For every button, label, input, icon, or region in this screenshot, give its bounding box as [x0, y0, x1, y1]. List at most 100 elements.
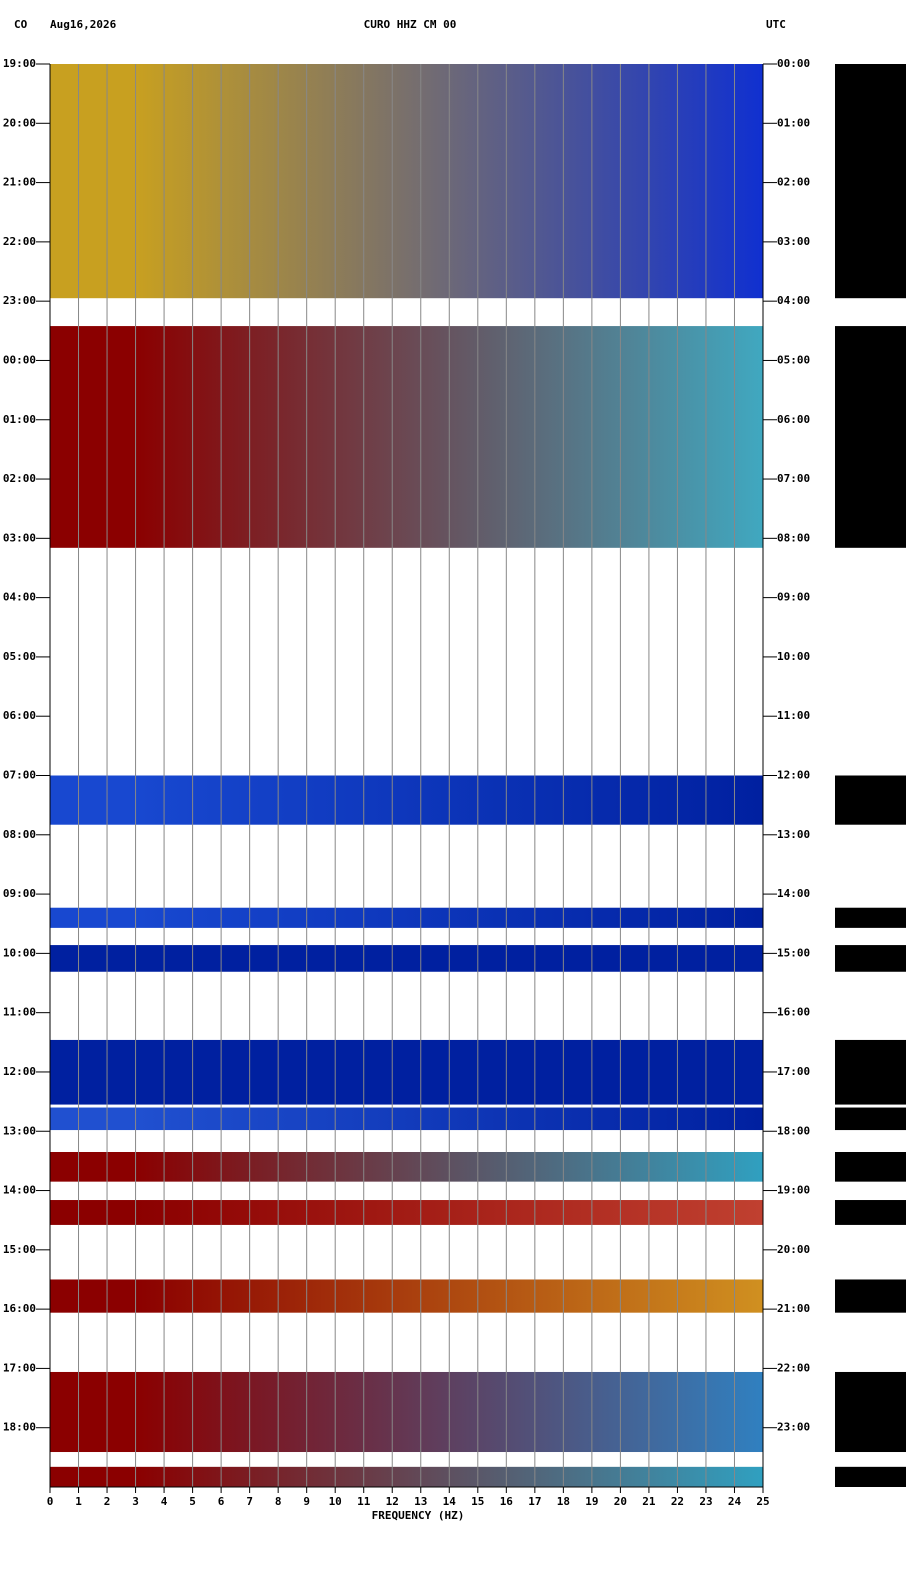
- timezone-label: UTC: [766, 18, 786, 31]
- y-tick-label: 18:00: [3, 1421, 36, 1434]
- y-tick-label: 16:00: [3, 1302, 36, 1315]
- y-tick-label: 11:00: [3, 1006, 36, 1019]
- y2-tick-label: 22:00: [777, 1361, 810, 1374]
- spectrogram-segment: [50, 64, 763, 299]
- x-tick-label: 14: [443, 1495, 457, 1508]
- x-axis-label: FREQUENCY (HZ): [372, 1509, 465, 1522]
- spectrogram-segment: [50, 945, 763, 972]
- x-tick-label: 7: [246, 1495, 253, 1508]
- x-tick-label: 23: [699, 1495, 712, 1508]
- x-tick-label: 4: [161, 1495, 168, 1508]
- y2-tick-label: 21:00: [777, 1302, 810, 1315]
- y-tick-label: 17:00: [3, 1361, 36, 1374]
- y-tick-label: 15:00: [3, 1243, 36, 1256]
- y2-tick-label: 10:00: [777, 650, 810, 663]
- y2-tick-label: 17:00: [777, 1065, 810, 1078]
- y2-tick-label: 08:00: [777, 531, 810, 544]
- trace-segment: [835, 907, 906, 928]
- station-code: CO: [14, 18, 28, 31]
- x-tick-label: 9: [303, 1495, 310, 1508]
- y2-tick-label: 01:00: [777, 116, 810, 129]
- x-tick-label: 18: [557, 1495, 570, 1508]
- y-tick-label: 04:00: [3, 591, 36, 604]
- y-tick-label: 13:00: [3, 1124, 36, 1137]
- spectrogram-segment: [50, 326, 763, 548]
- trace-segment: [835, 64, 906, 299]
- x-tick-label: 11: [357, 1495, 371, 1508]
- x-tick-label: 20: [614, 1495, 627, 1508]
- x-tick-label: 12: [386, 1495, 399, 1508]
- y-tick-label: 21:00: [3, 176, 36, 189]
- y-tick-label: 08:00: [3, 828, 36, 841]
- y-tick-label: 01:00: [3, 413, 36, 426]
- x-tick-label: 8: [275, 1495, 282, 1508]
- y2-tick-label: 13:00: [777, 828, 810, 841]
- y-tick-label: 02:00: [3, 472, 36, 485]
- y-tick-label: 19:00: [3, 57, 36, 70]
- x-tick-label: 6: [218, 1495, 225, 1508]
- spectrogram-segment: [50, 1279, 763, 1313]
- y2-tick-label: 06:00: [777, 413, 810, 426]
- trace-segment: [835, 775, 906, 825]
- trace-segment: [835, 945, 906, 972]
- trace-segment: [835, 1279, 906, 1313]
- date: Aug16,2026: [50, 18, 117, 31]
- spectrogram-segment: [50, 1152, 763, 1182]
- x-tick-label: 22: [671, 1495, 684, 1508]
- y2-tick-label: 20:00: [777, 1243, 810, 1256]
- y2-tick-label: 05:00: [777, 353, 810, 366]
- trace-segment: [835, 1039, 906, 1105]
- y2-tick-label: 09:00: [777, 591, 810, 604]
- trace-segment: [835, 1371, 906, 1453]
- trace-segment: [835, 1200, 906, 1225]
- y2-tick-label: 16:00: [777, 1006, 810, 1019]
- x-tick-label: 17: [528, 1495, 541, 1508]
- x-tick-label: 2: [104, 1495, 111, 1508]
- x-tick-label: 25: [756, 1495, 769, 1508]
- trace-segment: [835, 1466, 906, 1487]
- y-tick-label: 14:00: [3, 1184, 36, 1197]
- spectrogram-segment: [50, 1466, 763, 1487]
- spectrogram-segment: [50, 1200, 763, 1225]
- x-tick-label: 10: [329, 1495, 342, 1508]
- y2-tick-label: 18:00: [777, 1124, 810, 1137]
- x-tick-label: 1: [75, 1495, 82, 1508]
- spectrogram-segment: [50, 775, 763, 825]
- spectrogram-segment: [50, 907, 763, 928]
- y-tick-label: 12:00: [3, 1065, 36, 1078]
- y2-tick-label: 07:00: [777, 472, 810, 485]
- y2-tick-label: 19:00: [777, 1184, 810, 1197]
- y2-tick-label: 14:00: [777, 887, 810, 900]
- y-tick-label: 23:00: [3, 294, 36, 307]
- y2-tick-label: 12:00: [777, 769, 810, 782]
- spectrogram-segment: [50, 1371, 763, 1453]
- y-tick-label: 09:00: [3, 887, 36, 900]
- y2-tick-label: 03:00: [777, 235, 810, 248]
- y-tick-label: 06:00: [3, 709, 36, 722]
- trace-segment: [835, 326, 906, 548]
- y-tick-label: 10:00: [3, 946, 36, 959]
- x-tick-label: 16: [500, 1495, 514, 1508]
- y2-tick-label: 00:00: [777, 57, 810, 70]
- y-tick-label: 22:00: [3, 235, 36, 248]
- trace-segment: [835, 1152, 906, 1182]
- y2-tick-label: 11:00: [777, 709, 810, 722]
- y-tick-label: 05:00: [3, 650, 36, 663]
- spectrogram-segment: [50, 1039, 763, 1105]
- y2-tick-label: 04:00: [777, 294, 810, 307]
- y2-tick-label: 15:00: [777, 946, 810, 959]
- spectrogram-segment: [50, 1107, 763, 1131]
- y-tick-label: 20:00: [3, 116, 36, 129]
- x-tick-label: 19: [585, 1495, 598, 1508]
- x-tick-label: 13: [414, 1495, 427, 1508]
- x-tick-label: 3: [132, 1495, 139, 1508]
- trace-segment: [835, 1107, 906, 1131]
- y-tick-label: 07:00: [3, 769, 36, 782]
- x-tick-label: 5: [189, 1495, 196, 1508]
- chart-title: CURO HHZ CM 00: [364, 18, 457, 31]
- x-tick-label: 0: [47, 1495, 54, 1508]
- y-tick-label: 03:00: [3, 531, 36, 544]
- x-tick-label: 15: [471, 1495, 484, 1508]
